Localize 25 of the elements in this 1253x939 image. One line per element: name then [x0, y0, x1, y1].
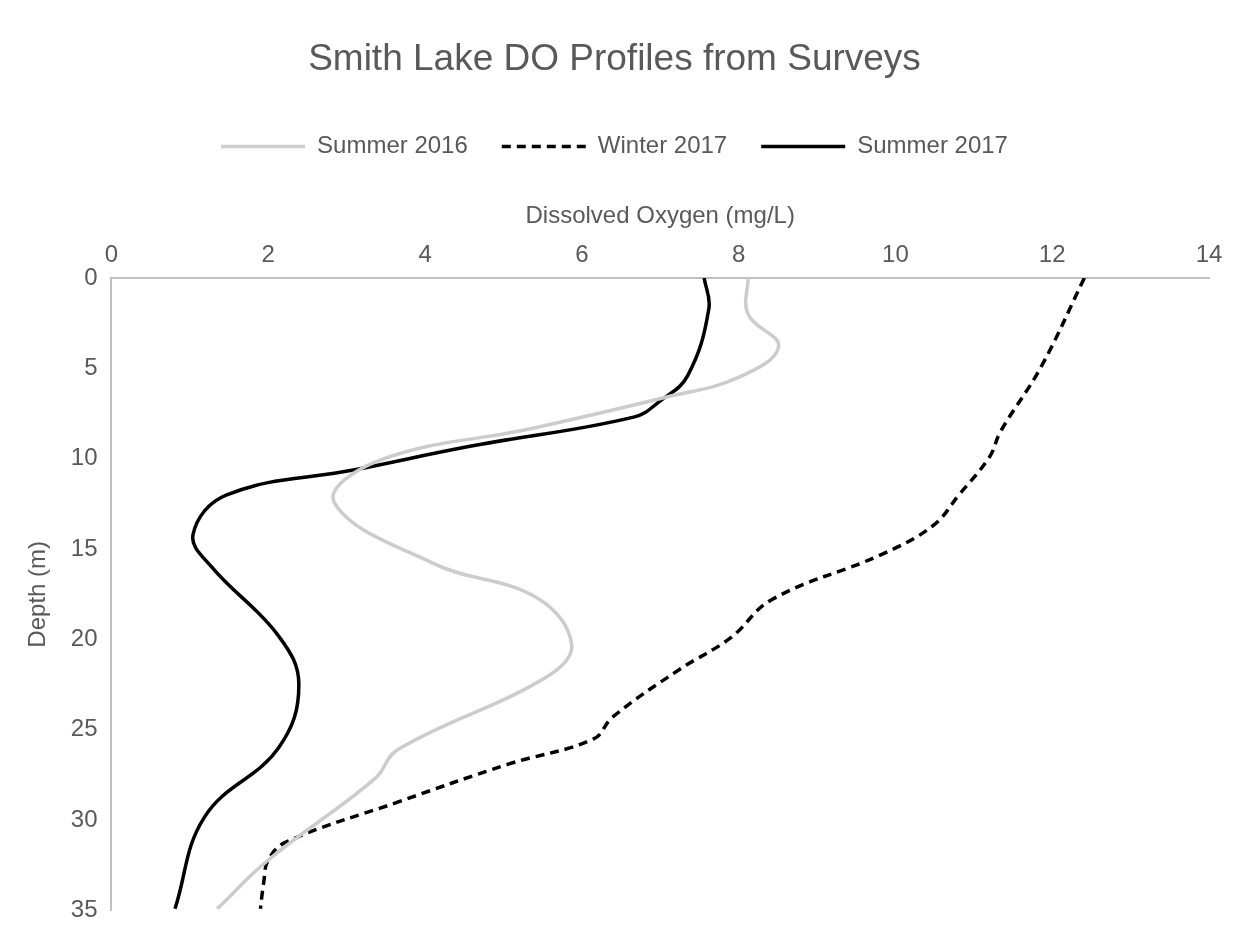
- legend-label: Summer 2016: [317, 131, 468, 159]
- y-tick-label: 20: [70, 624, 98, 652]
- line-series: [215, 278, 781, 911]
- x-tick-label: 6: [575, 240, 589, 268]
- x-tick-label: 4: [418, 240, 432, 268]
- y-tick-label: 30: [70, 804, 98, 832]
- y-tick-label: 15: [70, 533, 98, 561]
- x-tick-label: 12: [1038, 240, 1066, 268]
- x-axis-title: Dissolved Oxygen (mg/L): [525, 201, 795, 229]
- line-series: [258, 278, 1087, 911]
- x-tick-label: 2: [261, 240, 275, 268]
- x-tick-label: 10: [882, 240, 909, 268]
- line-series: [173, 278, 711, 911]
- x-tick-label: 8: [731, 240, 746, 268]
- x-tick-label: 14: [1195, 240, 1223, 268]
- y-tick-label: 10: [70, 443, 98, 471]
- y-tick-label: 35: [70, 895, 98, 923]
- y-axis-title: Depth (m): [23, 540, 51, 648]
- legend-label: Winter 2017: [597, 131, 728, 159]
- y-tick-label: 0: [84, 262, 98, 290]
- x-tick-label: 0: [104, 240, 119, 268]
- y-tick-label: 5: [84, 353, 98, 380]
- legend-label: Summer 2017: [857, 131, 1008, 159]
- chart-title: Smith Lake DO Profiles from Surveys: [308, 37, 921, 79]
- y-tick-label: 25: [70, 714, 98, 742]
